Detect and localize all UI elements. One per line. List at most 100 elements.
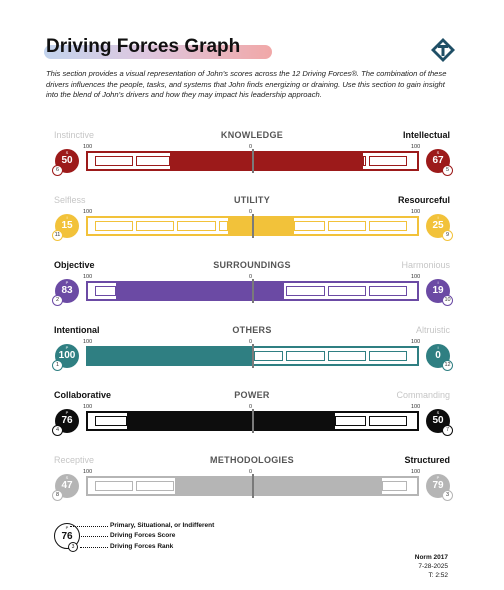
- force-row-others: Intentional OTHERS Altruistic 100 0 100 …: [0, 325, 504, 385]
- left-score: 83: [61, 285, 73, 296]
- legend: P 76 3 Primary, Situational, or Indiffer…: [46, 519, 306, 553]
- right-score-tag: I: [437, 215, 439, 220]
- norm-date: 7-28-2025: [418, 563, 448, 570]
- right-score-circle: I 0 12: [426, 344, 453, 371]
- legend-line-1: Primary, Situational, or Indifferent: [110, 522, 215, 529]
- right-score-tag: I: [437, 345, 439, 350]
- bar-segment-empty: [136, 156, 171, 166]
- force-name: KNOWLEDGE: [220, 130, 284, 140]
- right-score-tag: S: [436, 150, 440, 155]
- bar-segment-empty: [136, 481, 175, 491]
- force-row-utility: Selfless UTILITY Resourceful 100 0 100 I…: [0, 195, 504, 255]
- norm-title: Norm 2017: [414, 554, 448, 561]
- force-name: UTILITY: [233, 195, 271, 205]
- scale-center-label: 0: [249, 144, 253, 150]
- right-driver-label: Intellectual: [402, 130, 450, 140]
- right-rank: 12: [442, 360, 453, 371]
- legend-leader-3: [80, 547, 108, 548]
- right-fill: [252, 478, 383, 494]
- scale-center-label: 0: [249, 404, 253, 410]
- legend-rank: 3: [68, 542, 78, 552]
- bar-segment-empty: [334, 416, 366, 426]
- bar-segment-empty: [368, 416, 408, 426]
- right-score-circle: I 25 9: [426, 214, 453, 241]
- scale-left-label: 100: [83, 209, 93, 215]
- bar-segment-empty: [327, 286, 366, 296]
- bar-segment-empty: [368, 221, 408, 231]
- left-fill: [88, 348, 253, 364]
- right-driver-label: Structured: [404, 455, 450, 465]
- scale-left-label: 100: [83, 404, 93, 410]
- right-rank: 3: [442, 490, 453, 501]
- right-score: 25: [432, 220, 444, 231]
- right-score-tag: P: [436, 475, 440, 480]
- left-score-circle: P 76 4: [52, 409, 79, 436]
- center-line: [252, 149, 254, 173]
- force-bar: [86, 149, 419, 173]
- bar-segment-empty: [94, 221, 134, 231]
- scale-right-label: 100: [411, 339, 421, 345]
- right-rank: 5: [442, 165, 453, 176]
- bar-segment-empty: [286, 351, 325, 361]
- legend-leader-1: [70, 526, 108, 527]
- right-fill: [252, 218, 294, 234]
- left-driver-label: Intentional: [54, 325, 100, 335]
- title-highlight: [44, 45, 272, 59]
- left-score: 15: [61, 220, 73, 231]
- center-line: [252, 344, 254, 368]
- right-fill: [252, 283, 284, 299]
- bar-segment-empty: [368, 286, 408, 296]
- bar-segment-empty: [94, 416, 128, 426]
- left-rank: 4: [52, 425, 63, 436]
- left-fill: [127, 413, 253, 429]
- right-score: 67: [432, 155, 444, 166]
- left-score-circle: P 100 1: [52, 344, 79, 371]
- left-driver-label: Objective: [54, 260, 95, 270]
- right-score-tag: S: [436, 410, 440, 415]
- bar-segment-empty: [177, 221, 216, 231]
- force-name: SURROUNDINGS: [213, 260, 291, 270]
- title-block: Driving Forces Graph: [42, 30, 282, 66]
- scale-right-label: 100: [411, 209, 421, 215]
- bar-segment-empty: [382, 481, 408, 491]
- right-score-circle: P 79 3: [426, 474, 453, 501]
- norm-info: Norm 2017 7-28-2025 T: 2:52: [415, 553, 448, 580]
- bar-segment-empty: [327, 221, 366, 231]
- right-score-circle: S 50 7: [426, 409, 453, 436]
- force-row-surroundings: Objective SURROUNDINGS Harmonious 100 0 …: [0, 260, 504, 320]
- left-fill: [170, 153, 253, 169]
- force-name: POWER: [234, 390, 270, 400]
- bar-segment-empty: [94, 286, 116, 296]
- right-driver-label: Commanding: [396, 390, 450, 400]
- left-score: 76: [61, 415, 73, 426]
- page-title: Driving Forces Graph: [46, 36, 241, 57]
- force-bar: [86, 474, 419, 498]
- force-row-methodologies: Receptive METHODOLOGIES Structured 100 0…: [0, 455, 504, 515]
- bar-segment-empty: [218, 221, 228, 231]
- norm-time: T: 2:52: [428, 572, 448, 579]
- right-driver-label: Harmonious: [401, 260, 450, 270]
- bar-segment-empty: [136, 221, 175, 231]
- force-row-knowledge: Instinctive KNOWLEDGE Intellectual 100 0…: [0, 130, 504, 190]
- scale-left-label: 100: [83, 339, 93, 345]
- left-score-tag: P: [65, 345, 69, 350]
- right-score-tag: I: [437, 280, 439, 285]
- left-score-circle: P 83 2: [52, 279, 79, 306]
- left-score-circle: I 15 11: [52, 214, 79, 241]
- legend-line-2: Driving Forces Score: [110, 532, 176, 539]
- right-driver-label: Resourceful: [397, 195, 450, 205]
- right-score: 79: [432, 480, 444, 491]
- right-rank: 10: [442, 295, 453, 306]
- scale-left-label: 100: [83, 274, 93, 280]
- left-rank: 8: [52, 490, 63, 501]
- scale-left-label: 100: [83, 469, 93, 475]
- force-bar: [86, 409, 419, 433]
- right-rank: 7: [442, 425, 453, 436]
- right-score-circle: I 19 10: [426, 279, 453, 306]
- left-score-circle: S 50 6: [52, 149, 79, 176]
- force-row-power: Collaborative POWER Commanding 100 0 100…: [0, 390, 504, 450]
- right-score: 19: [432, 285, 444, 296]
- scale-left-label: 100: [83, 144, 93, 150]
- bar-segment-empty: [94, 156, 134, 166]
- legend-score: 76: [61, 531, 73, 542]
